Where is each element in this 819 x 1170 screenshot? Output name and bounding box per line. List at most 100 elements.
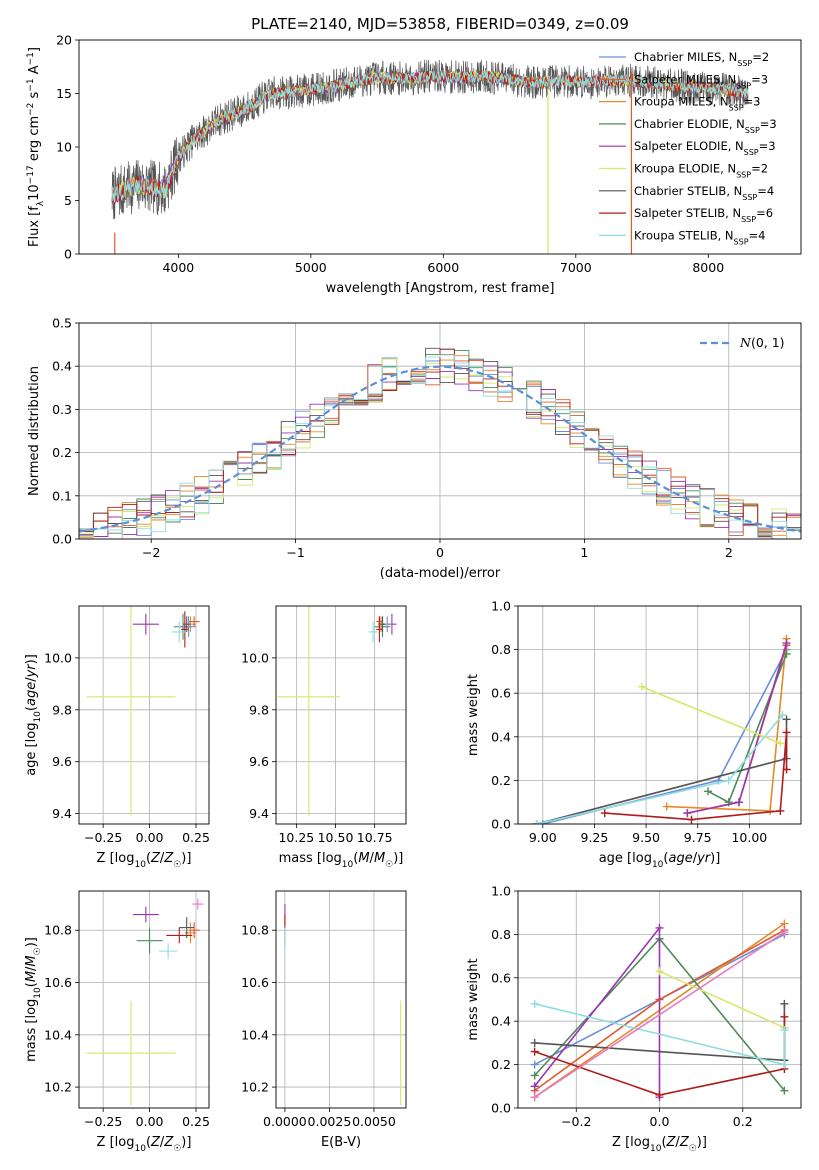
spectrum-line [111,59,749,220]
y-axis-label-part: )] [24,937,39,947]
y-axis-label-part: ( [24,982,39,987]
y-axis-label-part: age [24,682,39,706]
x-axis-label-part: ( [146,1135,151,1150]
x-axis-label-part: 10 [342,860,354,870]
errorbar-point [171,621,187,643]
y-tick-label: 0.3 [52,402,72,417]
x-tick-label: 9.50 [632,830,660,845]
errorbar-point [132,613,159,635]
y-tick-label: 10.4 [241,1027,269,1042]
plot-area [86,898,204,1106]
y-tick-label: 0.4 [491,729,511,744]
y-axis-label: mass [log10(M/M☉)] [24,937,43,1062]
mass-weight-line [641,685,781,745]
x-axis-label-part: / [160,851,165,866]
y-axis-label-part: 10 [27,184,42,201]
y-tick-label: 0.0 [491,817,511,832]
y-axis-label-part: 10 [33,987,43,999]
y-tick-label: 20 [56,33,72,48]
y-tick-label: 0.2 [491,773,511,788]
legend-label-part: (0, 1) [751,335,785,350]
mass-weight-marker [735,798,744,807]
mass-weight-marker [780,1060,789,1069]
x-tick-label: 0.2 [733,1114,753,1129]
mass-weight-line [604,732,788,821]
y-tick-label: 10.8 [241,923,269,938]
x-axis-label-part: M [358,851,369,866]
mass-weight-series [683,641,791,818]
errorbar-point [277,606,341,817]
y-axis-label-part: mass weight [466,958,481,1040]
y-tick-label: 0.2 [491,1057,511,1072]
mass-weight-marker [687,815,696,824]
mass-weight-marker [780,1025,789,1034]
mass-weight-line [659,970,785,1029]
panel-residuals: −2 −1 0 1 2 0.0 0.1 0.2 0.3 0.4 0.5 (data-model)/er… [27,316,802,581]
x-tick-label: −2 [142,545,160,560]
errorbar-point [188,616,200,627]
x-axis-label-part: / [370,851,375,866]
x-tick-label: −0.25 [84,830,122,845]
mass-weight-marker [655,923,664,932]
y-axis-label-part: Flux [f [27,206,42,247]
y-axis-label-part: erg cm [27,116,42,165]
x-axis-label-part: Z [666,1135,677,1150]
errorbar-point [379,616,386,632]
y-tick-label: 0.8 [491,927,511,942]
panel-mass_vs_ebv: 0.0000 0.0025 0.0050 10.2 10.4 10.6 10.8 E(B-V) [241,890,407,1150]
mass-weight-marker [782,639,791,648]
mass-weight-series [683,639,791,818]
axes-frame [78,605,210,825]
mass-weight-marker [530,999,539,1008]
y-axis-label-part: / [24,677,39,682]
legend-label: Kroupa ELODIE, NSSP=2 [634,162,768,180]
errorbar-point [179,917,195,939]
errorbar-point [86,1000,176,1106]
y-tick-label: 10.8 [44,923,72,938]
y-axis-label: age [log10(age/yr)] [24,654,43,776]
x-axis-label-part: E(B-V) [321,1135,361,1150]
mass-weight-marker [780,999,789,1008]
x-axis-label-part: / [693,851,698,866]
legend-label-sub: SSP [736,81,751,90]
y-axis-label-part: mass weight [466,674,481,756]
y-axis-label: Flux [fλ10−17 erg cm−2 s−1 A−1] [26,47,46,247]
x-axis-label-part: ☉ [689,1144,697,1154]
legend-label-main: Chabrier STELIB, N [634,184,742,198]
x-axis-label-part: )] [697,1135,707,1150]
y-axis-label-part: M [24,971,39,982]
x-axis-label: Z [log10(Z/Z☉)] [612,1135,707,1154]
mass-weight-marker [532,820,541,824]
y-tick-label: 1.0 [491,884,511,899]
axes-frame [78,39,802,255]
errorbar-point [158,943,178,959]
errorbar-point [132,906,159,923]
errorbar-point [192,898,204,910]
mass-weight-marker [655,967,664,976]
y-tick-label: 0.5 [52,316,72,331]
x-axis-label-part: Z [679,1135,690,1150]
y-tick-label: 0 [64,247,72,262]
x-axis-label-part: )] [393,851,403,866]
x-axis-label-part: age [668,851,692,866]
x-tick-label: −0.2 [561,1114,591,1129]
legend-label-tail: =3 [759,139,776,153]
y-tick-label: 10.4 [44,1027,72,1042]
x-tick-label: 0.00 [136,1114,164,1129]
y-tick-label: 10.2 [241,1080,269,1095]
x-axis-label-part: yr [696,851,712,866]
x-tick-label: −0.25 [84,1114,122,1129]
errorbar-point [166,927,193,944]
legend-label-tail: =3 [751,72,768,86]
legend-label: Kroupa STELIB, NSSP=4 [634,228,765,246]
normal-reference-curve [79,365,801,533]
y-axis-label-part: A [27,65,42,78]
y-tick-label: 0.4 [491,1014,511,1029]
x-axis-label-part: ( [353,851,358,866]
mass-weight-marker [782,728,791,737]
axes-frame [78,890,210,1109]
y-tick-label: 0.1 [52,488,72,503]
mass-weight-series [532,711,787,824]
